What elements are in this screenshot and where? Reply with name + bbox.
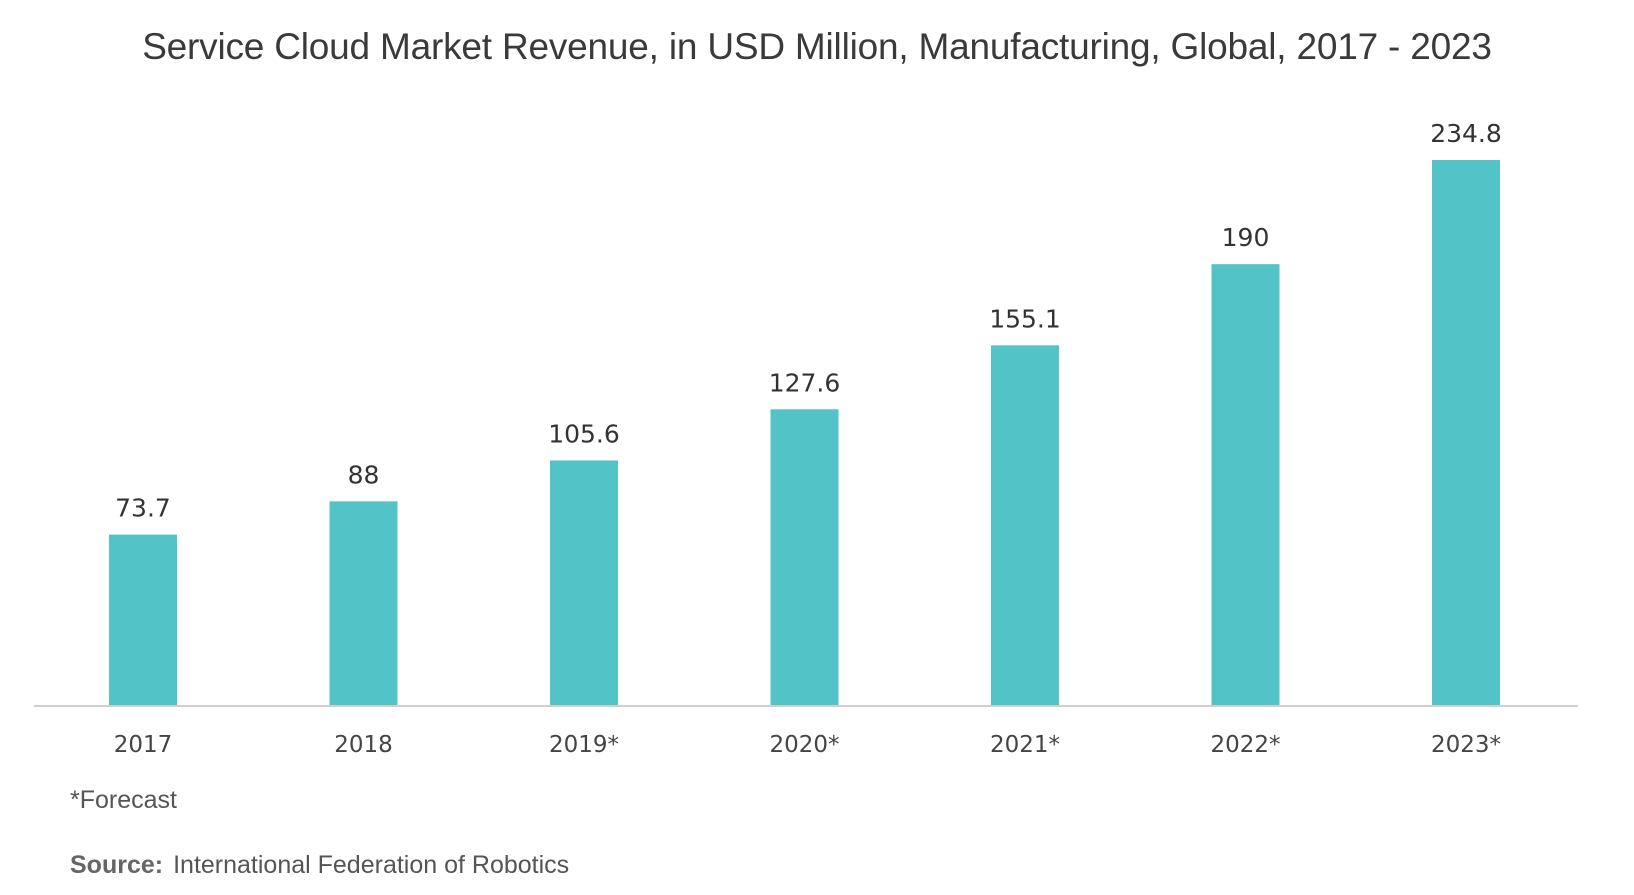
- chart-title: Service Cloud Market Revenue, in USD Mil…: [142, 26, 1492, 67]
- x-tick-label-2022: 2022*: [1210, 732, 1280, 758]
- value-label-2022: 190: [1222, 223, 1270, 252]
- bar-2017: [109, 534, 177, 706]
- value-labels-layer: 73.7 88 105.6 127.6 155.1 190 234.8: [115, 119, 1502, 523]
- x-tick-label-2023: 2023*: [1431, 732, 1501, 758]
- bar-2020: [770, 409, 839, 706]
- x-tick-label-2020: 2020*: [769, 732, 839, 758]
- value-label-2023: 234.8: [1430, 119, 1502, 148]
- source-prefix: Source:: [70, 851, 164, 879]
- value-label-2018: 88: [348, 460, 380, 489]
- x-tick-label-2019: 2019*: [549, 732, 619, 758]
- value-label-2020: 127.6: [769, 368, 841, 397]
- bars-layer: [109, 160, 1500, 706]
- bar-2022: [1211, 264, 1280, 706]
- value-label-2019: 105.6: [548, 419, 620, 448]
- x-tick-label-2018: 2018: [334, 732, 393, 758]
- source-text: International Federation of Robotics: [173, 851, 570, 879]
- source-line: Source: International Federation of Robot…: [70, 851, 569, 880]
- x-tick-labels-layer: 2017 2018 2019* 2020* 2021* 2022* 2023*: [114, 732, 1501, 758]
- forecast-footnote: *Forecast: [70, 786, 177, 814]
- bar-2021: [991, 345, 1059, 706]
- bar-2023: [1432, 160, 1500, 706]
- x-tick-label-2017: 2017: [114, 732, 173, 758]
- bar-2018: [329, 501, 398, 706]
- value-label-2021: 155.1: [989, 304, 1061, 333]
- x-tick-label-2021: 2021*: [990, 732, 1060, 758]
- bar-2019: [550, 460, 618, 706]
- value-label-2017: 73.7: [115, 494, 171, 523]
